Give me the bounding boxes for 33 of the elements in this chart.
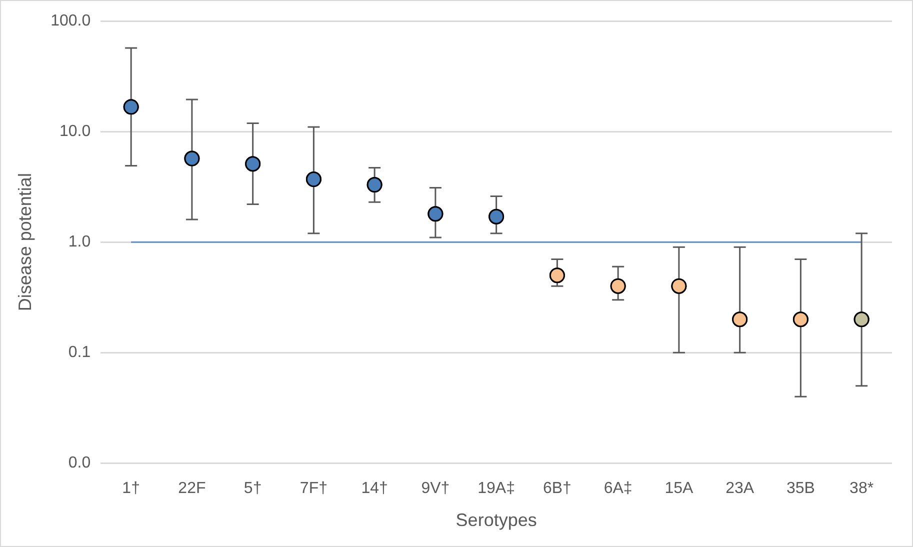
point: [428, 206, 444, 222]
point: [549, 268, 565, 284]
y-tick-label: 10.0: [60, 122, 91, 140]
point: [854, 312, 870, 328]
y-tick-label: 0.1: [68, 344, 91, 362]
x-tick-label: 22F: [178, 480, 206, 498]
x-axis-title: Serotypes: [456, 510, 537, 530]
y-tick-label: 1.0: [68, 234, 91, 251]
x-tick-label: 35B: [786, 480, 815, 498]
point: [366, 177, 382, 193]
point: [792, 312, 808, 328]
x-tick-label: 38*: [850, 480, 874, 498]
point: [245, 156, 261, 172]
x-tick-label: 15A: [664, 480, 694, 498]
point: [671, 278, 687, 294]
x-tick-label: 1†: [122, 480, 140, 498]
x-tick-label: 9V†: [421, 480, 450, 498]
x-tick-label: 6B†: [542, 480, 572, 498]
point: [732, 312, 748, 328]
point: [306, 172, 322, 188]
point: [123, 99, 139, 115]
x-tick-label: 6A‡: [604, 480, 632, 498]
y-tick-label: 100.0: [50, 12, 91, 30]
x-tick-label: 23A: [726, 480, 754, 498]
x-tick-label: 14†: [361, 480, 388, 498]
y-axis-title: Disease potential: [14, 173, 35, 312]
x-tick-label: 7F†: [300, 480, 328, 498]
point: [184, 150, 200, 166]
point: [488, 208, 504, 224]
x-tick-label: 5†: [244, 480, 262, 498]
y-tick-label: 0.0: [68, 454, 91, 472]
x-tick-label: 19A‡: [478, 480, 516, 498]
point: [610, 278, 626, 294]
